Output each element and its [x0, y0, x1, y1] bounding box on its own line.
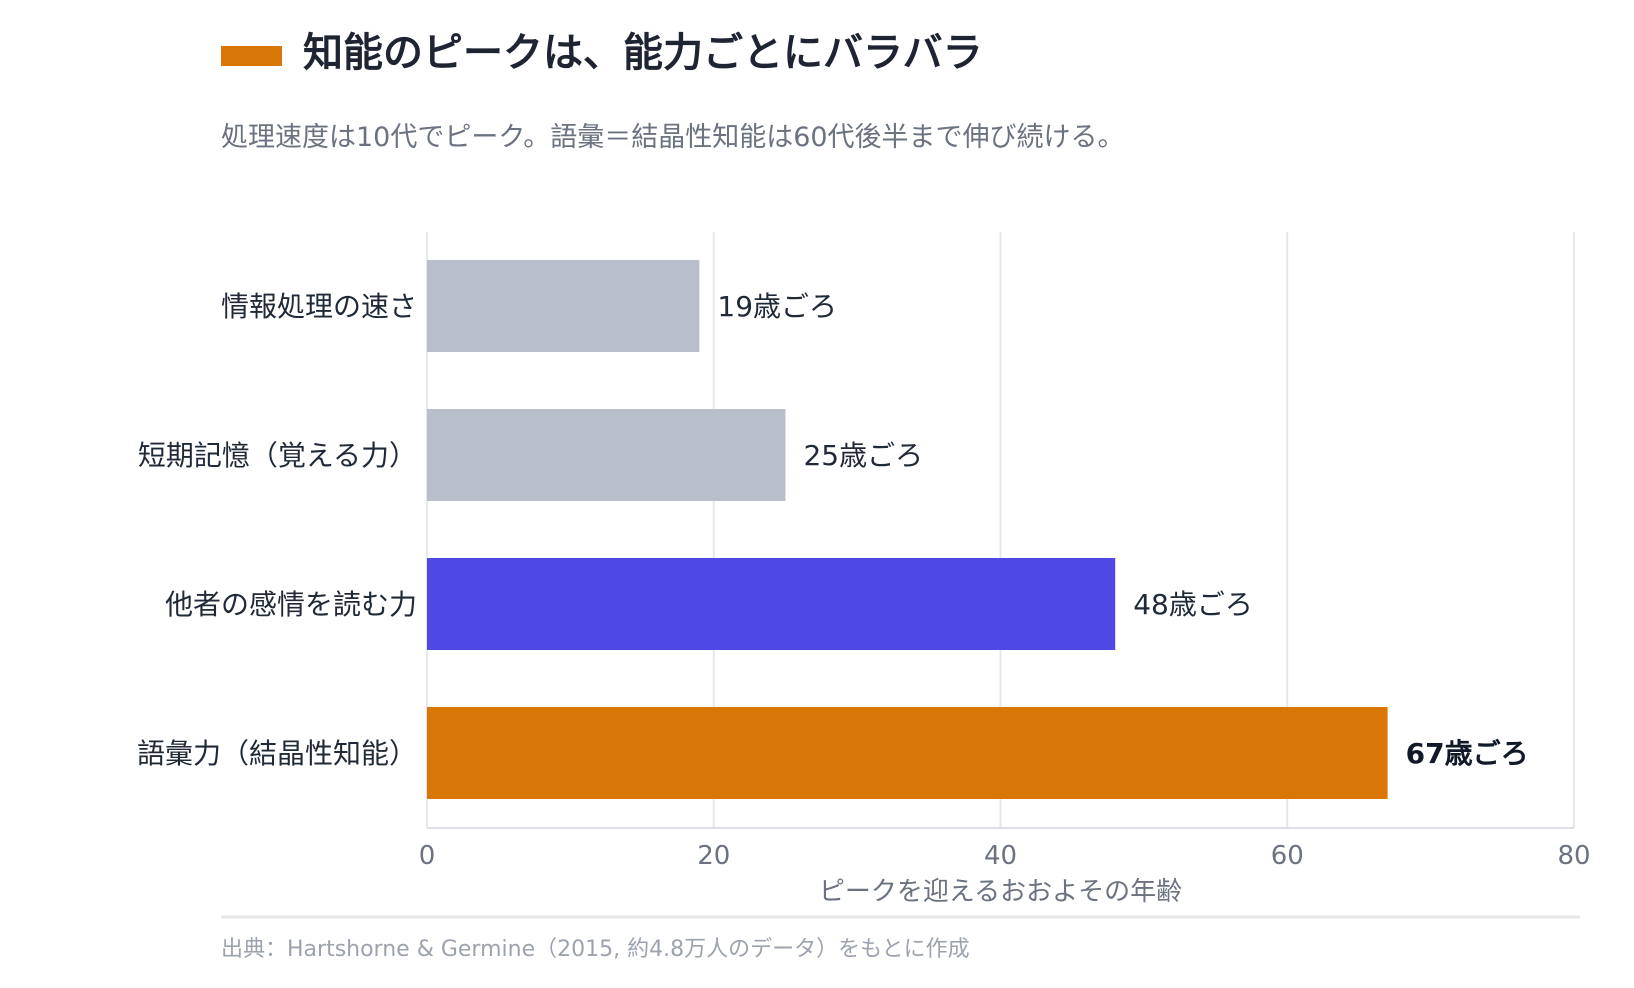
title-accent-bar — [221, 46, 282, 66]
source-note: 出典：Hartshorne & Germine（2015, 約4.8万人のデータ… — [221, 937, 970, 962]
value-label: 67歳ごろ — [1406, 737, 1529, 770]
chart-title: 知能のピークは、能力ごとにバラバラ — [303, 30, 983, 76]
value-label: 19歳ごろ — [717, 290, 837, 323]
x-tick-label: 20 — [697, 841, 730, 871]
chart-subtitle: 処理速度は10代でピーク。語彙＝結晶性知能は60代後半まで伸び続ける。 — [221, 122, 1125, 153]
bar — [427, 409, 786, 501]
x-axis-label: ピークを迎えるおおよその年齢 — [819, 877, 1182, 907]
category-label: 他者の感情を読む力 — [165, 588, 417, 621]
value-label: 48歳ごろ — [1133, 588, 1253, 621]
x-tick-label: 40 — [984, 841, 1017, 871]
category-label: 短期記憶（覚える力） — [138, 439, 417, 472]
bar — [427, 558, 1116, 650]
bar — [427, 260, 700, 352]
x-tick-label: 80 — [1557, 841, 1590, 871]
category-label: 語彙力（結晶性知能） — [137, 737, 417, 770]
bar — [427, 707, 1388, 799]
x-tick-labels: 0 20 40 60 80 — [419, 841, 1591, 871]
value-labels: 19歳ごろ 25歳ごろ 48歳ごろ 67歳ごろ — [717, 290, 1528, 770]
x-tick-label: 60 — [1271, 841, 1304, 871]
value-label: 25歳ごろ — [803, 439, 923, 472]
category-label: 情報処理の速さ — [221, 290, 417, 323]
bars — [427, 260, 1388, 799]
x-tick-label: 0 — [419, 841, 436, 871]
